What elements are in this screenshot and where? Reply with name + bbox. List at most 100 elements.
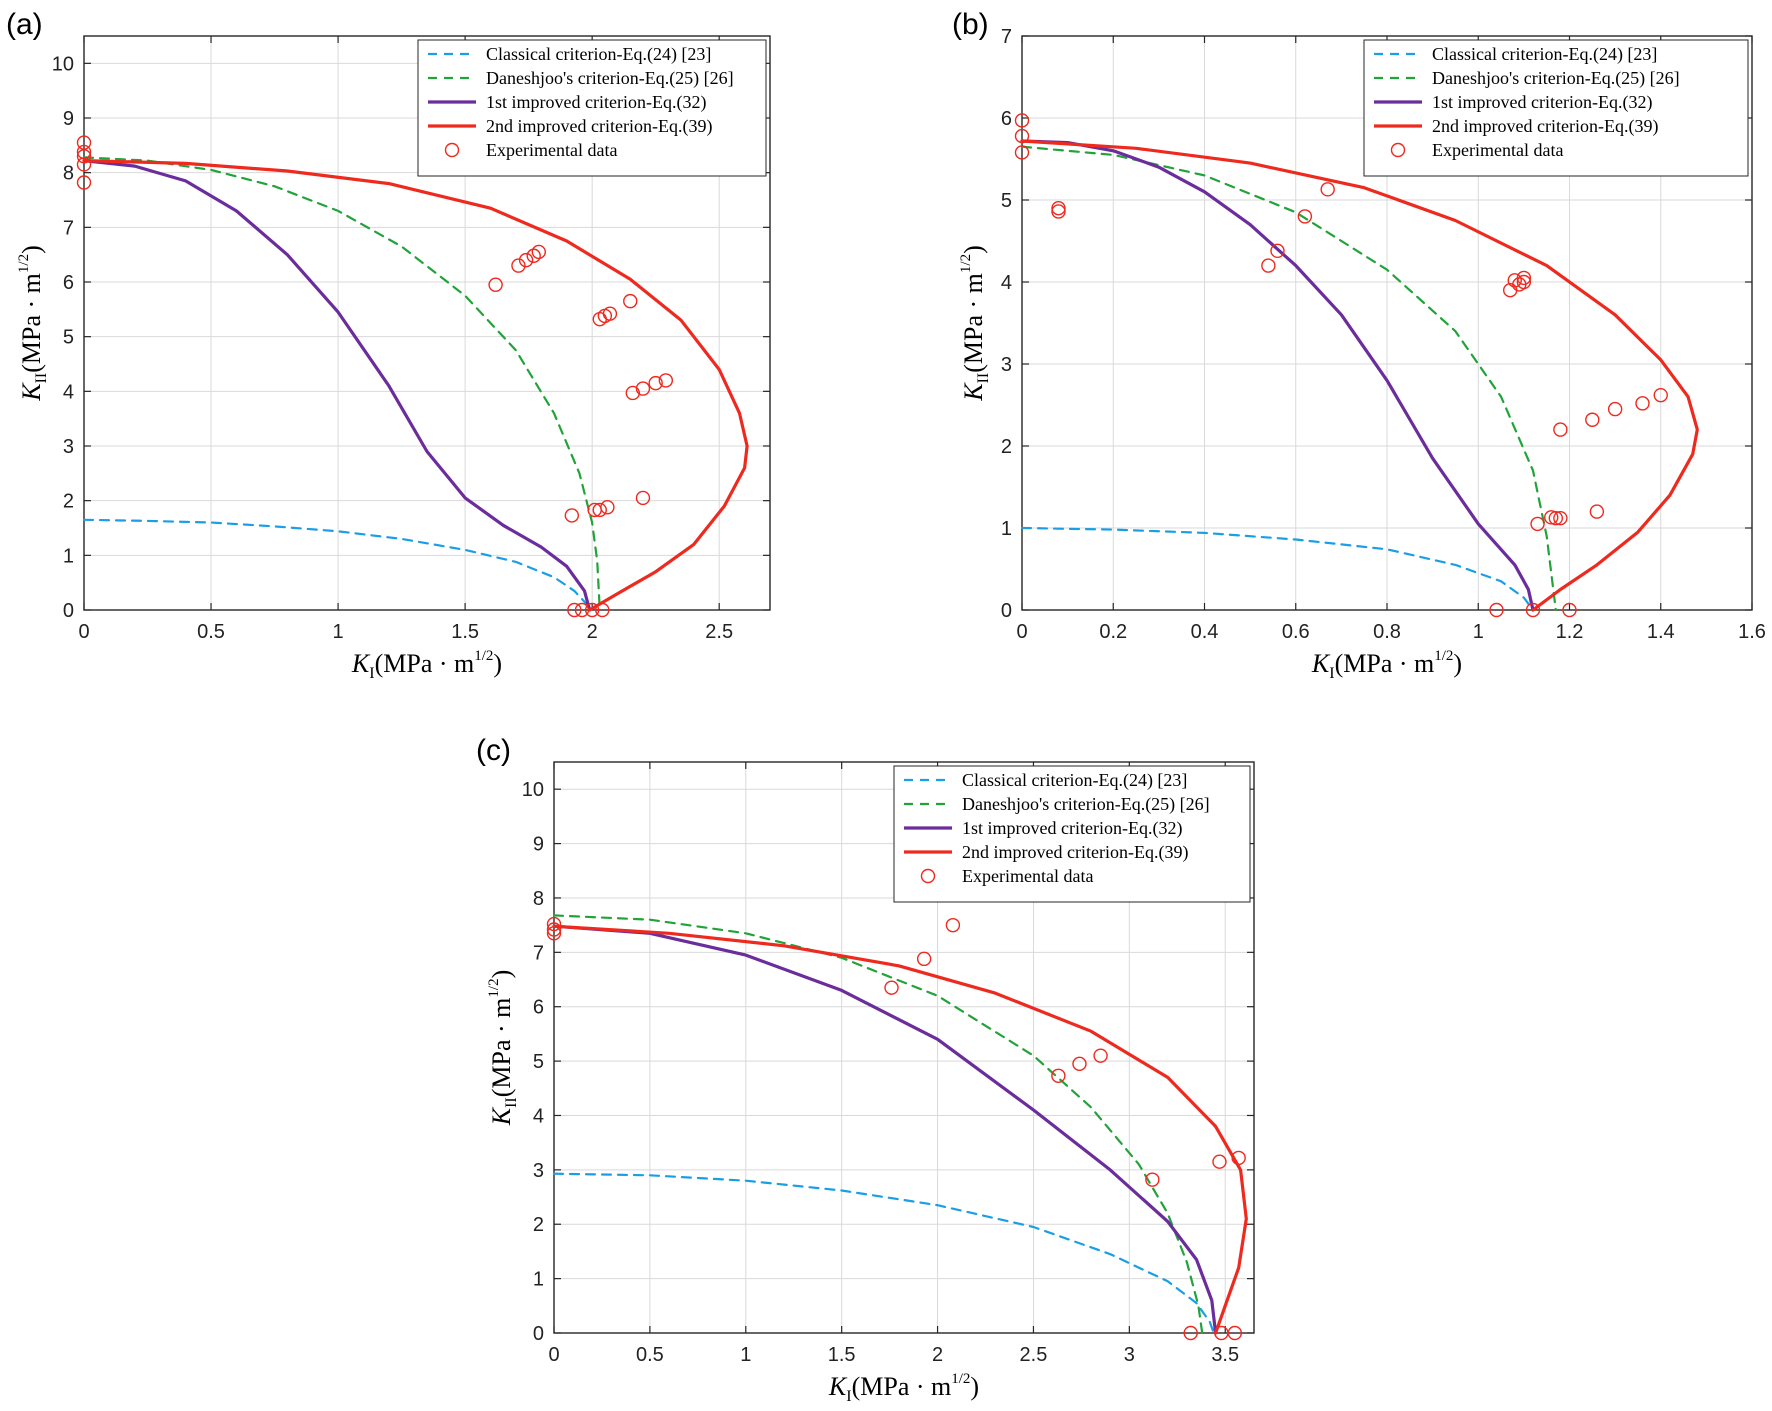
axes-box bbox=[1021, 35, 1753, 611]
experimental-point bbox=[648, 375, 663, 391]
y-tick-label: 8 bbox=[533, 888, 544, 910]
experimental-point bbox=[623, 293, 638, 309]
legend: Classical criterion-Eq.(24) [23] Daneshjo… bbox=[893, 765, 1251, 903]
experimental-point bbox=[945, 917, 961, 933]
experimental-point bbox=[600, 500, 615, 515]
y-tick-label: 7 bbox=[1001, 26, 1012, 48]
experimental-point bbox=[76, 149, 92, 164]
axes-box bbox=[83, 35, 771, 611]
y-tick-label: 3 bbox=[63, 436, 74, 458]
series-line-improved2 bbox=[82, 159, 749, 612]
experimental-point bbox=[1093, 1048, 1108, 1063]
experimental-point bbox=[1562, 602, 1577, 618]
experimental-point bbox=[584, 602, 600, 618]
y-tick-label: 3 bbox=[1001, 354, 1012, 376]
y-tick-label: 9 bbox=[533, 834, 544, 856]
experimental-point bbox=[546, 916, 562, 932]
panel-letter: (c) bbox=[476, 734, 511, 767]
legend-label: Experimental data bbox=[962, 866, 1093, 886]
legend-label: Experimental data bbox=[1432, 140, 1563, 160]
x-tick-label: 0 bbox=[548, 1344, 559, 1366]
series-line-improved2 bbox=[552, 924, 1248, 1335]
experimental-point bbox=[1051, 1068, 1066, 1083]
legend-label: 2nd improved criterion-Eq.(39) bbox=[962, 842, 1188, 863]
y-tick-label: 6 bbox=[1001, 108, 1012, 130]
x-tick-label: 1.6 bbox=[1738, 621, 1766, 643]
y-tick-label: 2 bbox=[533, 1214, 544, 1236]
legend-label: Daneshjoo's criterion-Eq.(25) [26] bbox=[1432, 68, 1680, 89]
experimental-point bbox=[1516, 270, 1532, 286]
legend-label: Experimental data bbox=[486, 140, 617, 160]
legend-label: 2nd improved criterion-Eq.(39) bbox=[1432, 116, 1658, 137]
experimental-point bbox=[1653, 387, 1668, 403]
chart-panel-c: (c) 0 0.5 1 1.5 2 2.5 3 3.5 0 1 2 3 4 5 6 7 8 9 10 Classical… bbox=[476, 734, 1255, 1405]
x-tick-label: 2 bbox=[587, 621, 598, 643]
y-tick-label: 9 bbox=[63, 108, 74, 130]
legend-swatch-experimental bbox=[444, 142, 460, 158]
x-tick-label: 1.2 bbox=[1556, 621, 1584, 643]
series-line-daneshjoo bbox=[82, 156, 601, 612]
experimental-point bbox=[574, 602, 590, 618]
x-tick-label: 0 bbox=[78, 621, 89, 643]
experimental-point bbox=[1544, 510, 1559, 525]
experimental-point bbox=[625, 385, 640, 401]
legend-box bbox=[1363, 39, 1749, 177]
axes-box bbox=[553, 761, 1255, 1334]
experimental-point bbox=[1014, 128, 1030, 144]
experimental-point bbox=[1548, 510, 1564, 526]
x-axis-label: KI(MPa · m1/2) bbox=[828, 1371, 979, 1405]
y-tick-label: 3 bbox=[533, 1160, 544, 1182]
x-tick-label: 1.5 bbox=[451, 621, 479, 643]
y-tick-label: 1 bbox=[533, 1269, 544, 1291]
experimental-point bbox=[1530, 516, 1545, 532]
y-tick-label: 5 bbox=[1001, 190, 1012, 212]
series-line-improved2 bbox=[1020, 139, 1699, 612]
x-tick-label: 2.5 bbox=[1020, 1344, 1048, 1366]
legend: Classical criterion-Eq.(24) [23] Daneshjo… bbox=[1363, 39, 1749, 177]
y-tick-label: 0 bbox=[533, 1323, 544, 1345]
legend-label: 1st improved criterion-Eq.(32) bbox=[1432, 92, 1652, 113]
x-tick-label: 0.5 bbox=[636, 1344, 664, 1366]
legend-label: 1st improved criterion-Eq.(32) bbox=[486, 92, 706, 113]
experimental-point bbox=[1516, 274, 1532, 290]
y-tick-label: 2 bbox=[1001, 436, 1012, 458]
y-tick-label: 0 bbox=[63, 600, 74, 622]
y-tick-label: 1 bbox=[1001, 518, 1012, 540]
legend-label: Daneshjoo's criterion-Eq.(25) [26] bbox=[962, 794, 1210, 815]
experimental-point bbox=[635, 490, 651, 506]
experimental-point bbox=[1297, 209, 1313, 224]
experimental-point bbox=[884, 980, 899, 995]
experimental-point bbox=[1014, 113, 1030, 128]
y-tick-label: 4 bbox=[63, 381, 74, 403]
legend-label: Daneshjoo's criterion-Eq.(25) [26] bbox=[486, 68, 734, 89]
y-axis-label: KII(MPa · m1/2) bbox=[486, 970, 520, 1127]
experimental-point bbox=[602, 306, 618, 321]
legend: Classical criterion-Eq.(24) [23] Daneshjo… bbox=[417, 39, 767, 177]
experimental-point bbox=[526, 248, 541, 263]
experimental-point bbox=[635, 381, 651, 396]
y-tick-label: 10 bbox=[52, 53, 74, 75]
x-tick-label: 1 bbox=[1473, 621, 1484, 643]
y-tick-label: 5 bbox=[63, 327, 74, 349]
y-axis-label: KII(MPa · m1/2) bbox=[958, 245, 992, 402]
series-line-improved1 bbox=[82, 159, 592, 612]
legend-label: 2nd improved criterion-Eq.(39) bbox=[486, 116, 712, 137]
y-tick-label: 10 bbox=[522, 779, 544, 801]
experimental-point bbox=[1051, 200, 1066, 216]
x-tick-label: 0.5 bbox=[197, 621, 225, 643]
y-tick-label: 2 bbox=[63, 491, 74, 513]
y-tick-label: 7 bbox=[533, 942, 544, 964]
x-tick-label: 0.4 bbox=[1191, 621, 1219, 643]
experimental-point bbox=[595, 602, 610, 618]
experimental-point bbox=[1183, 1325, 1198, 1341]
experimental-point bbox=[658, 373, 674, 388]
experimental-point bbox=[1072, 1056, 1087, 1072]
experimental-point bbox=[1525, 602, 1541, 618]
panel-letter: (a) bbox=[6, 8, 43, 41]
x-tick-label: 1.4 bbox=[1647, 621, 1675, 643]
x-axis-label: KI(MPa · m1/2) bbox=[351, 648, 502, 682]
x-axis-label: KI(MPa · m1/2) bbox=[1311, 648, 1462, 682]
x-tick-label: 1.5 bbox=[828, 1344, 856, 1366]
legend-label: Classical criterion-Eq.(24) [23] bbox=[1432, 44, 1657, 65]
